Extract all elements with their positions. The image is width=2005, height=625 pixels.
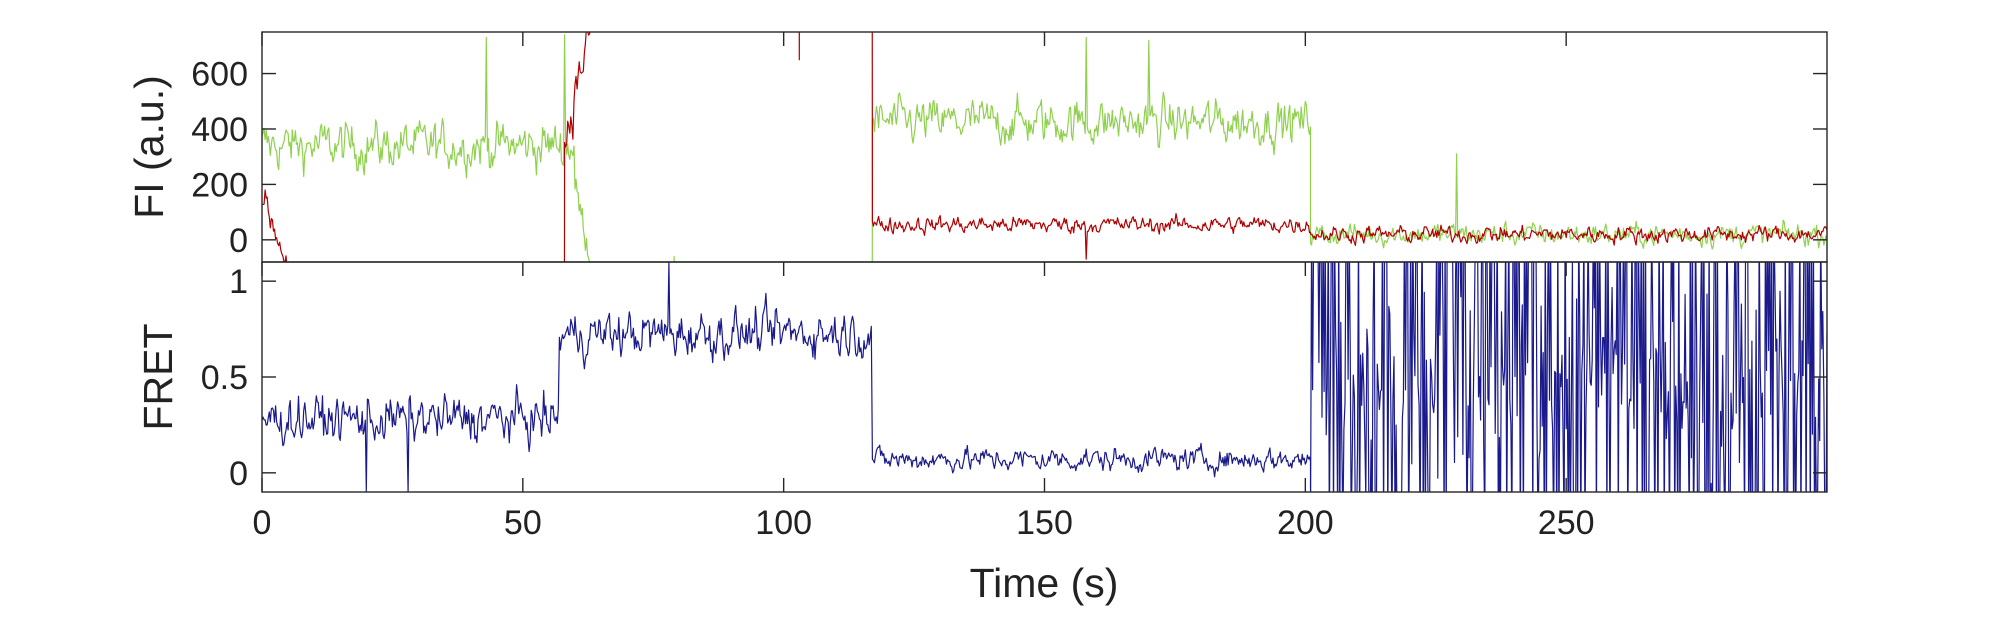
y-tick-label: 400	[191, 111, 248, 149]
fluorescence-axes-frame	[261, 31, 1828, 263]
y-tick-label: 200	[191, 166, 248, 204]
x-tick-label: 50	[504, 504, 542, 542]
trace-series-2	[262, 32, 1827, 262]
trace-series-1	[262, 34, 1827, 262]
y-tick-label: 0	[229, 222, 248, 260]
fluorescence-y-axis-label: FI (a.u.)	[126, 75, 172, 219]
x-tick-label: 150	[1016, 504, 1073, 542]
y-tick-label: 0	[229, 455, 248, 493]
trace-series-1	[262, 262, 1827, 492]
fluorescence-traces	[262, 32, 1827, 262]
fret-traces	[262, 262, 1827, 492]
x-tick-label: 100	[755, 504, 812, 542]
x-tick-label: 200	[1277, 504, 1334, 542]
x-tick-label: 0	[253, 504, 272, 542]
fluorescence-y-ticks: 0 200 400 600	[191, 56, 1827, 260]
fret-y-ticks: 00.51	[201, 263, 1827, 493]
fret-y-axis-label: FRET	[135, 323, 181, 430]
y-tick-label: 1	[229, 263, 248, 301]
y-tick-label: 600	[191, 56, 248, 94]
y-tick-label: 0.5	[201, 359, 248, 397]
time-x-ticks: 0 50 100 150 200 250	[253, 32, 1595, 542]
fret-panel: 00.51 0 50 100 150 200 250 FRET Time (s)	[135, 32, 1828, 606]
fluorescence-panel: 0 200 400 600 FI (a.u.)	[126, 31, 1828, 263]
x-tick-label: 250	[1538, 504, 1595, 542]
time-x-axis-label: Time (s)	[970, 560, 1119, 606]
